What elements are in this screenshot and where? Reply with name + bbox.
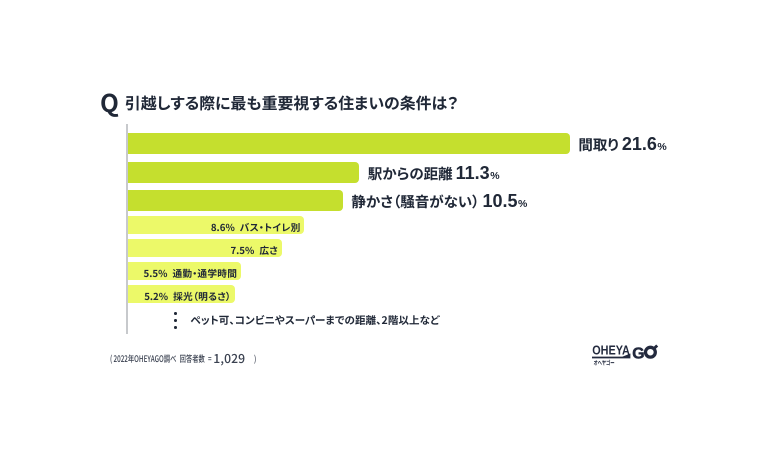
bar-row: 7.5% 広さ <box>128 239 728 257</box>
value-label: 5.5 <box>143 266 159 280</box>
footnote-respondents-label: 回答者数 <box>179 351 205 365</box>
footnote: ( 2022年OHEYAGO調べ 回答者数 = 1,029 ) <box>110 348 270 367</box>
logo-kana-caption: オヘヤゴー <box>593 358 614 367</box>
category-label: バス・トイレ別 <box>239 220 301 234</box>
footnote-survey: 2022年OHEYAGO調べ <box>113 351 177 365</box>
footnote-close-paren: ) <box>254 351 257 365</box>
footnote-respondents-count: 1,029 <box>213 348 246 367</box>
bar <box>128 190 343 211</box>
category-label: 広さ <box>259 243 279 257</box>
category-label: 採光（明るさ） <box>173 289 232 303</box>
question-prefix: Q <box>100 84 119 120</box>
logo-go-o-tail-icon <box>652 344 659 350</box>
bar-row: 静かさ（騒音がない） 10.5% <box>128 190 728 213</box>
value-label: 8.6 <box>210 220 226 234</box>
bar <box>128 285 235 303</box>
bar-row: 駅からの距離 11.3% <box>128 161 728 184</box>
bar-chart: 間取り 21.6% 駅からの距離 11.3% 静かさ（騒音がない） 10.5% 8.6% バス… <box>126 124 728 354</box>
bar-label-inside: 5.5% 通勤・通学時間 <box>144 262 238 280</box>
unit-label: % <box>245 243 255 257</box>
logo-underline-icon <box>592 353 631 359</box>
unit-label: % <box>158 266 168 280</box>
bar <box>128 239 282 257</box>
logo-go-o-icon <box>643 345 657 359</box>
bar-label-outside: 間取り 21.6% <box>578 133 667 156</box>
chart-header: Q 引越しする際に最も重要視する住まいの条件は？ <box>100 85 459 120</box>
unit-label: % <box>657 141 667 154</box>
bar-label-inside: 8.6% バス・トイレ別 <box>211 216 301 234</box>
vertical-ellipsis-icon <box>174 312 177 333</box>
y-axis-line <box>126 124 128 334</box>
unit-label: % <box>490 169 500 182</box>
value-label: 10.5 <box>482 191 518 212</box>
oheyago-logo: OHEYA オヘヤゴー G <box>592 343 659 367</box>
bar <box>128 262 241 280</box>
bar-row: 5.2% 採光（明るさ） <box>128 285 728 303</box>
footnote-equals: = <box>208 351 212 365</box>
logo-wordmark: OHEYA <box>592 343 630 358</box>
others-note: ペット可、コンビニやスーパーまでの距離、2階以上など <box>190 313 440 329</box>
category-label: 駅からの距離 <box>367 162 453 184</box>
unit-label: % <box>225 220 235 234</box>
page-title: 引越しする際に最も重要視する住まいの条件は？ <box>124 90 459 114</box>
logo-go-g: G <box>632 345 644 362</box>
category-label: 間取り <box>578 134 619 156</box>
bar-label-inside: 5.2% 採光（明るさ） <box>144 285 231 303</box>
ellipsis-dot <box>174 319 177 322</box>
value-label: 11.3 <box>455 162 490 183</box>
bar-label-outside: 駅からの距離 11.3% <box>367 162 500 184</box>
bar <box>128 216 305 234</box>
value-label: 5.2 <box>144 289 159 303</box>
unit-label: % <box>517 198 528 211</box>
bar-label-inside: 7.5% 広さ <box>230 239 278 257</box>
bar <box>128 161 360 183</box>
value-label: 21.6 <box>621 134 657 155</box>
footnote-open-paren: ( <box>110 351 113 365</box>
bar <box>128 133 570 155</box>
value-label: 7.5 <box>230 243 246 257</box>
unit-label: % <box>158 289 169 303</box>
bar-label-outside: 静かさ（騒音がない） 10.5% <box>351 190 528 213</box>
bar-row: 間取り 21.6% <box>128 133 728 156</box>
ellipsis-dot <box>174 312 177 315</box>
bar-row: 8.6% バス・トイレ別 <box>128 216 728 234</box>
footnote-source: ( 2022年OHEYAGO調べ 回答者数 = <box>110 352 212 366</box>
ellipsis-dot <box>174 326 177 329</box>
category-label: 通勤・通学時間 <box>172 266 238 280</box>
category-label: 静かさ（騒音がない） <box>351 191 480 213</box>
bar-row: 5.5% 通勤・通学時間 <box>128 262 728 280</box>
